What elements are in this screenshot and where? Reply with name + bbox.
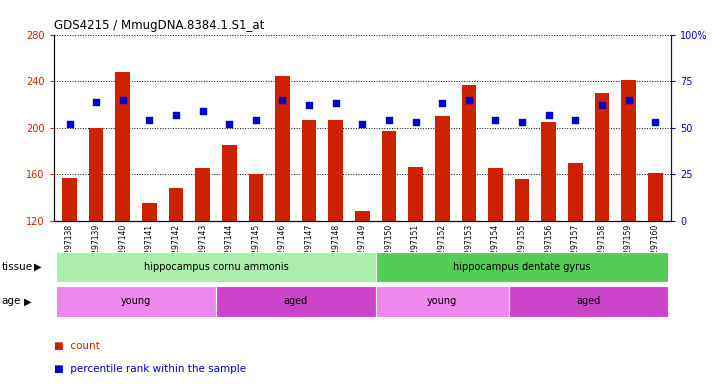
Point [91,99,102,105]
Text: aged: aged [283,296,308,306]
Point [543,112,554,118]
Point [623,97,634,103]
Text: young: young [121,296,151,306]
Point [64,121,75,127]
Point [463,97,475,103]
Point [356,121,368,127]
Point [383,117,395,123]
Point [303,102,315,108]
Point [250,117,261,123]
Bar [488,169,503,221]
Point [171,112,182,118]
Bar [648,173,663,221]
Bar [568,162,583,221]
Point [436,100,448,106]
Bar [328,119,343,221]
Bar [621,80,636,221]
Point [490,117,501,123]
Bar [89,128,104,221]
Bar [376,286,509,317]
Text: ■  percentile rank within the sample: ■ percentile rank within the sample [54,364,246,374]
Bar [595,93,609,221]
Bar [461,84,476,221]
Text: age: age [1,296,21,306]
Bar [248,174,263,221]
Text: hippocampus cornu ammonis: hippocampus cornu ammonis [144,262,288,272]
Bar [56,286,216,317]
Text: ■  count: ■ count [54,341,99,351]
Bar [302,119,316,221]
Point [516,119,528,125]
Point [223,121,235,127]
Bar [382,131,396,221]
Point [117,97,129,103]
Bar [435,116,450,221]
Bar [62,178,77,221]
Bar [376,252,668,282]
Point [570,117,581,123]
Text: aged: aged [576,296,600,306]
Text: GDS4215 / MmugDNA.8384.1.S1_at: GDS4215 / MmugDNA.8384.1.S1_at [54,19,264,32]
Bar [515,179,529,221]
Text: ▶: ▶ [24,296,31,306]
Bar [196,169,210,221]
Text: young: young [427,296,458,306]
Point [277,97,288,103]
Bar [275,76,290,221]
Text: ▶: ▶ [34,262,42,272]
Bar [169,188,183,221]
Point [144,117,155,123]
Point [410,119,421,125]
Point [197,108,208,114]
Bar [408,167,423,221]
Bar [355,212,370,221]
Bar [216,286,376,317]
Text: hippocampus dentate gyrus: hippocampus dentate gyrus [453,262,590,272]
Point [650,119,661,125]
Point [596,102,608,108]
Bar [509,286,668,317]
Point [330,100,341,106]
Bar [222,145,236,221]
Bar [142,204,156,221]
Bar [56,252,376,282]
Bar [541,122,556,221]
Text: tissue: tissue [1,262,33,272]
Bar [116,72,130,221]
